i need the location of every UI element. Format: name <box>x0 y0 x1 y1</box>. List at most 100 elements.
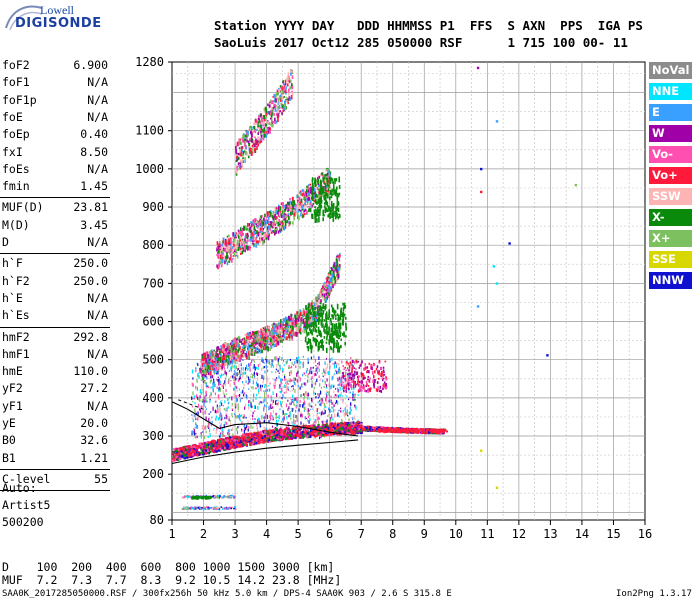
echo-point <box>211 448 214 451</box>
echo-point <box>200 448 203 451</box>
echo-point <box>307 412 309 416</box>
echo-point <box>239 414 242 418</box>
echo-point <box>330 432 333 436</box>
echo-point <box>202 379 204 384</box>
echo-point <box>199 446 202 450</box>
echo-point <box>238 377 240 381</box>
echo-point <box>219 434 222 438</box>
echo-point <box>393 431 396 434</box>
echo-point <box>214 409 216 414</box>
echo-point <box>265 358 267 361</box>
echo-point <box>268 361 271 365</box>
echo-point <box>310 405 312 407</box>
echo-point <box>339 387 341 391</box>
echo-point <box>279 327 282 330</box>
echo-point <box>251 405 253 409</box>
echo-point <box>400 429 403 432</box>
param-name: yF1 <box>2 398 23 413</box>
echo-point <box>275 377 278 379</box>
echo-point <box>210 447 213 451</box>
echo-point <box>350 383 352 388</box>
echo-point <box>302 361 305 365</box>
echo-point <box>239 398 241 403</box>
echo-point <box>440 432 443 435</box>
echo-point <box>235 377 237 381</box>
echo-point <box>254 366 256 371</box>
echo-point <box>236 389 238 392</box>
echo-point <box>341 420 343 424</box>
echo-point <box>234 414 236 418</box>
echo-point <box>288 423 290 426</box>
echo-point <box>316 429 319 433</box>
echo-point <box>250 405 252 409</box>
echo-point <box>225 422 228 425</box>
header-line-2: SaoLuis 2017 Oct12 285 050000 RSF 1 715 … <box>214 35 628 50</box>
echo-point <box>194 452 197 456</box>
echo-point <box>264 398 266 402</box>
echo-point <box>232 446 235 449</box>
echo-point <box>228 429 231 433</box>
echo-point <box>235 394 237 399</box>
echo-point <box>308 397 310 400</box>
echo-point <box>230 379 232 382</box>
echo-point <box>259 401 261 404</box>
echo-point <box>261 415 263 420</box>
param-value: 250.0 <box>73 256 108 271</box>
echo-point <box>443 430 446 433</box>
echo-point <box>259 349 262 354</box>
echo-point <box>207 385 209 387</box>
echo-point <box>264 395 266 399</box>
echo-point <box>213 449 216 453</box>
echo-point <box>276 425 278 428</box>
echo-point <box>285 390 288 394</box>
echo-point <box>176 451 179 455</box>
echo-point <box>364 426 367 429</box>
echo-point <box>209 379 212 384</box>
echo-point <box>261 436 264 439</box>
echo-point <box>319 434 322 437</box>
echo-point <box>280 380 282 385</box>
echo-point <box>222 384 224 388</box>
echo-point <box>226 393 228 395</box>
echo-point <box>343 421 346 425</box>
echo-point <box>253 375 256 379</box>
param-value: N/A <box>87 346 108 361</box>
echo-point <box>227 364 229 369</box>
echo-point <box>410 429 413 432</box>
echo-point <box>298 431 301 434</box>
echo-point <box>298 435 301 438</box>
echo-point <box>354 418 356 420</box>
echo-point <box>253 431 256 435</box>
echo-point <box>269 334 272 339</box>
echo-point <box>341 379 343 384</box>
echo-point <box>269 415 271 419</box>
echo-point <box>326 419 328 423</box>
echo-point <box>324 380 326 383</box>
echo-point <box>338 259 341 262</box>
echo-point <box>200 379 202 381</box>
param-value: 8.50 <box>80 144 108 159</box>
param-row: h`F2 250.0 <box>2 274 108 292</box>
echo-point <box>343 427 346 431</box>
echo-point <box>280 428 283 432</box>
echo-point <box>244 441 247 444</box>
echo-point <box>215 399 217 402</box>
echo-point <box>290 365 293 369</box>
echo-point <box>283 376 286 379</box>
echo-point <box>223 446 226 450</box>
echo-point <box>334 374 336 376</box>
echo-point <box>368 425 371 429</box>
echo-point <box>177 451 180 454</box>
echo-point <box>288 432 291 435</box>
echo-point <box>337 368 340 373</box>
echo-point <box>208 417 210 422</box>
echo-point <box>213 447 216 450</box>
echo-point <box>291 421 293 424</box>
echo-point <box>254 405 257 409</box>
echo-point <box>293 382 296 385</box>
echo-point <box>282 332 285 335</box>
echo-point <box>350 422 353 426</box>
echo-point <box>307 374 309 379</box>
echo-point <box>272 326 274 329</box>
echo-point <box>352 425 355 428</box>
